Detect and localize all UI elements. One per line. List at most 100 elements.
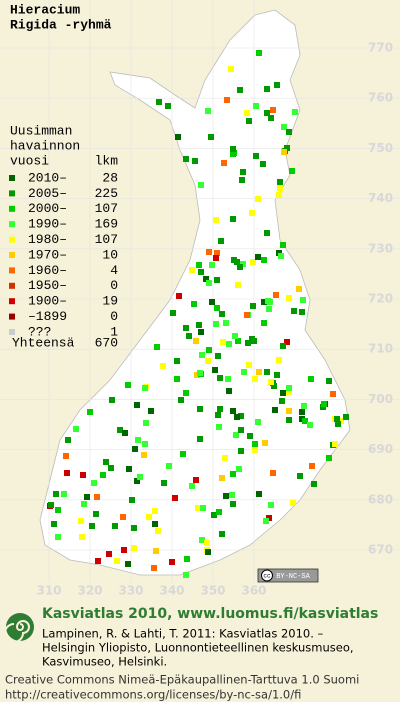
observation-square	[200, 505, 206, 511]
observation-square	[79, 534, 85, 540]
observation-square	[183, 156, 189, 162]
observation-square	[229, 492, 235, 498]
observation-square	[208, 134, 214, 140]
observation-square	[143, 420, 149, 426]
observation-square	[261, 257, 267, 263]
license-badge: cc BY-NC-SA	[257, 568, 319, 583]
observation-square	[122, 430, 128, 436]
observation-square	[280, 242, 286, 248]
observation-square	[276, 357, 282, 363]
observation-square	[78, 518, 84, 524]
observation-square	[277, 179, 283, 185]
legend-swatch	[9, 282, 15, 289]
observation-square	[311, 481, 317, 487]
observation-square	[307, 422, 313, 428]
observation-square	[264, 369, 270, 375]
observation-square	[224, 97, 230, 103]
observation-square	[80, 472, 86, 478]
badge-text: BY-NC-SA	[276, 573, 310, 581]
observation-square	[55, 507, 61, 513]
observation-square	[216, 424, 222, 430]
legend-swatch	[9, 252, 15, 258]
observation-square	[281, 149, 287, 155]
observation-square	[112, 523, 118, 529]
observation-square	[308, 376, 314, 382]
observation-square	[261, 320, 267, 326]
legend-count: 28	[102, 170, 118, 185]
observation-square	[268, 502, 274, 508]
observation-square	[250, 303, 256, 309]
observation-square	[65, 437, 71, 443]
observation-square	[221, 160, 227, 166]
observation-square	[274, 372, 280, 378]
x-label: 310	[36, 584, 61, 598]
observation-square	[302, 418, 308, 424]
observation-square	[230, 146, 236, 152]
y-label: 730	[368, 241, 393, 255]
observation-square	[261, 299, 267, 305]
observation-square	[278, 253, 284, 259]
observation-square	[89, 523, 95, 529]
legend-heading: vuosi	[10, 153, 49, 168]
observation-square	[219, 311, 225, 317]
observation-square	[255, 254, 261, 260]
observation-square	[264, 110, 270, 116]
observation-square	[87, 409, 93, 415]
observation-square	[198, 269, 204, 275]
observation-square	[152, 508, 158, 514]
observation-square	[103, 459, 109, 465]
observation-square	[184, 556, 190, 562]
observation-square	[286, 417, 292, 423]
observation-square	[238, 413, 244, 419]
legend-swatch	[9, 221, 15, 228]
legend-swatch	[9, 190, 15, 197]
observation-square	[273, 292, 279, 298]
observation-square	[280, 390, 286, 396]
observation-square	[61, 491, 67, 497]
observation-square	[263, 518, 269, 524]
observation-square	[204, 540, 210, 546]
y-label: 750	[368, 141, 393, 155]
y-label: 720	[368, 292, 393, 306]
observation-square	[134, 478, 140, 484]
observation-square	[55, 534, 61, 540]
observation-square	[252, 447, 258, 453]
observation-square	[108, 465, 114, 471]
observation-square	[245, 340, 251, 346]
observation-square	[213, 321, 219, 327]
observation-square	[286, 129, 292, 135]
observation-square	[169, 559, 175, 565]
citation: Kasvimuseo, Helsinki.	[42, 655, 167, 669]
observation-square	[266, 306, 272, 312]
observation-square	[299, 309, 305, 315]
observation-square	[114, 558, 120, 564]
observation-square	[174, 376, 180, 382]
observation-square	[186, 333, 192, 339]
observation-square	[131, 525, 137, 531]
legend-label: 1970–	[28, 247, 67, 262]
legend-swatch	[9, 175, 15, 181]
observation-square	[264, 230, 270, 236]
observation-square	[277, 185, 283, 191]
legend-swatch	[9, 298, 15, 305]
legend-swatch	[9, 205, 15, 212]
observation-square	[213, 255, 219, 261]
observation-square	[192, 158, 198, 164]
observation-square	[214, 277, 220, 283]
observation-square	[240, 169, 246, 175]
observation-square	[219, 531, 225, 537]
observation-square	[156, 99, 162, 105]
observation-square	[291, 308, 297, 314]
badge-circle	[261, 569, 273, 582]
observation-square	[219, 475, 225, 481]
legend-label: 1990–	[28, 217, 67, 232]
legend-label: 1960–	[28, 263, 67, 278]
grid	[0, 0, 400, 582]
site-link: Kasviatlas 2010, www.luomus.fi/kasviatla…	[42, 606, 378, 622]
observation-square	[142, 441, 148, 447]
observation-square	[279, 398, 285, 404]
observation-square	[256, 369, 262, 375]
observation-square	[126, 466, 132, 472]
